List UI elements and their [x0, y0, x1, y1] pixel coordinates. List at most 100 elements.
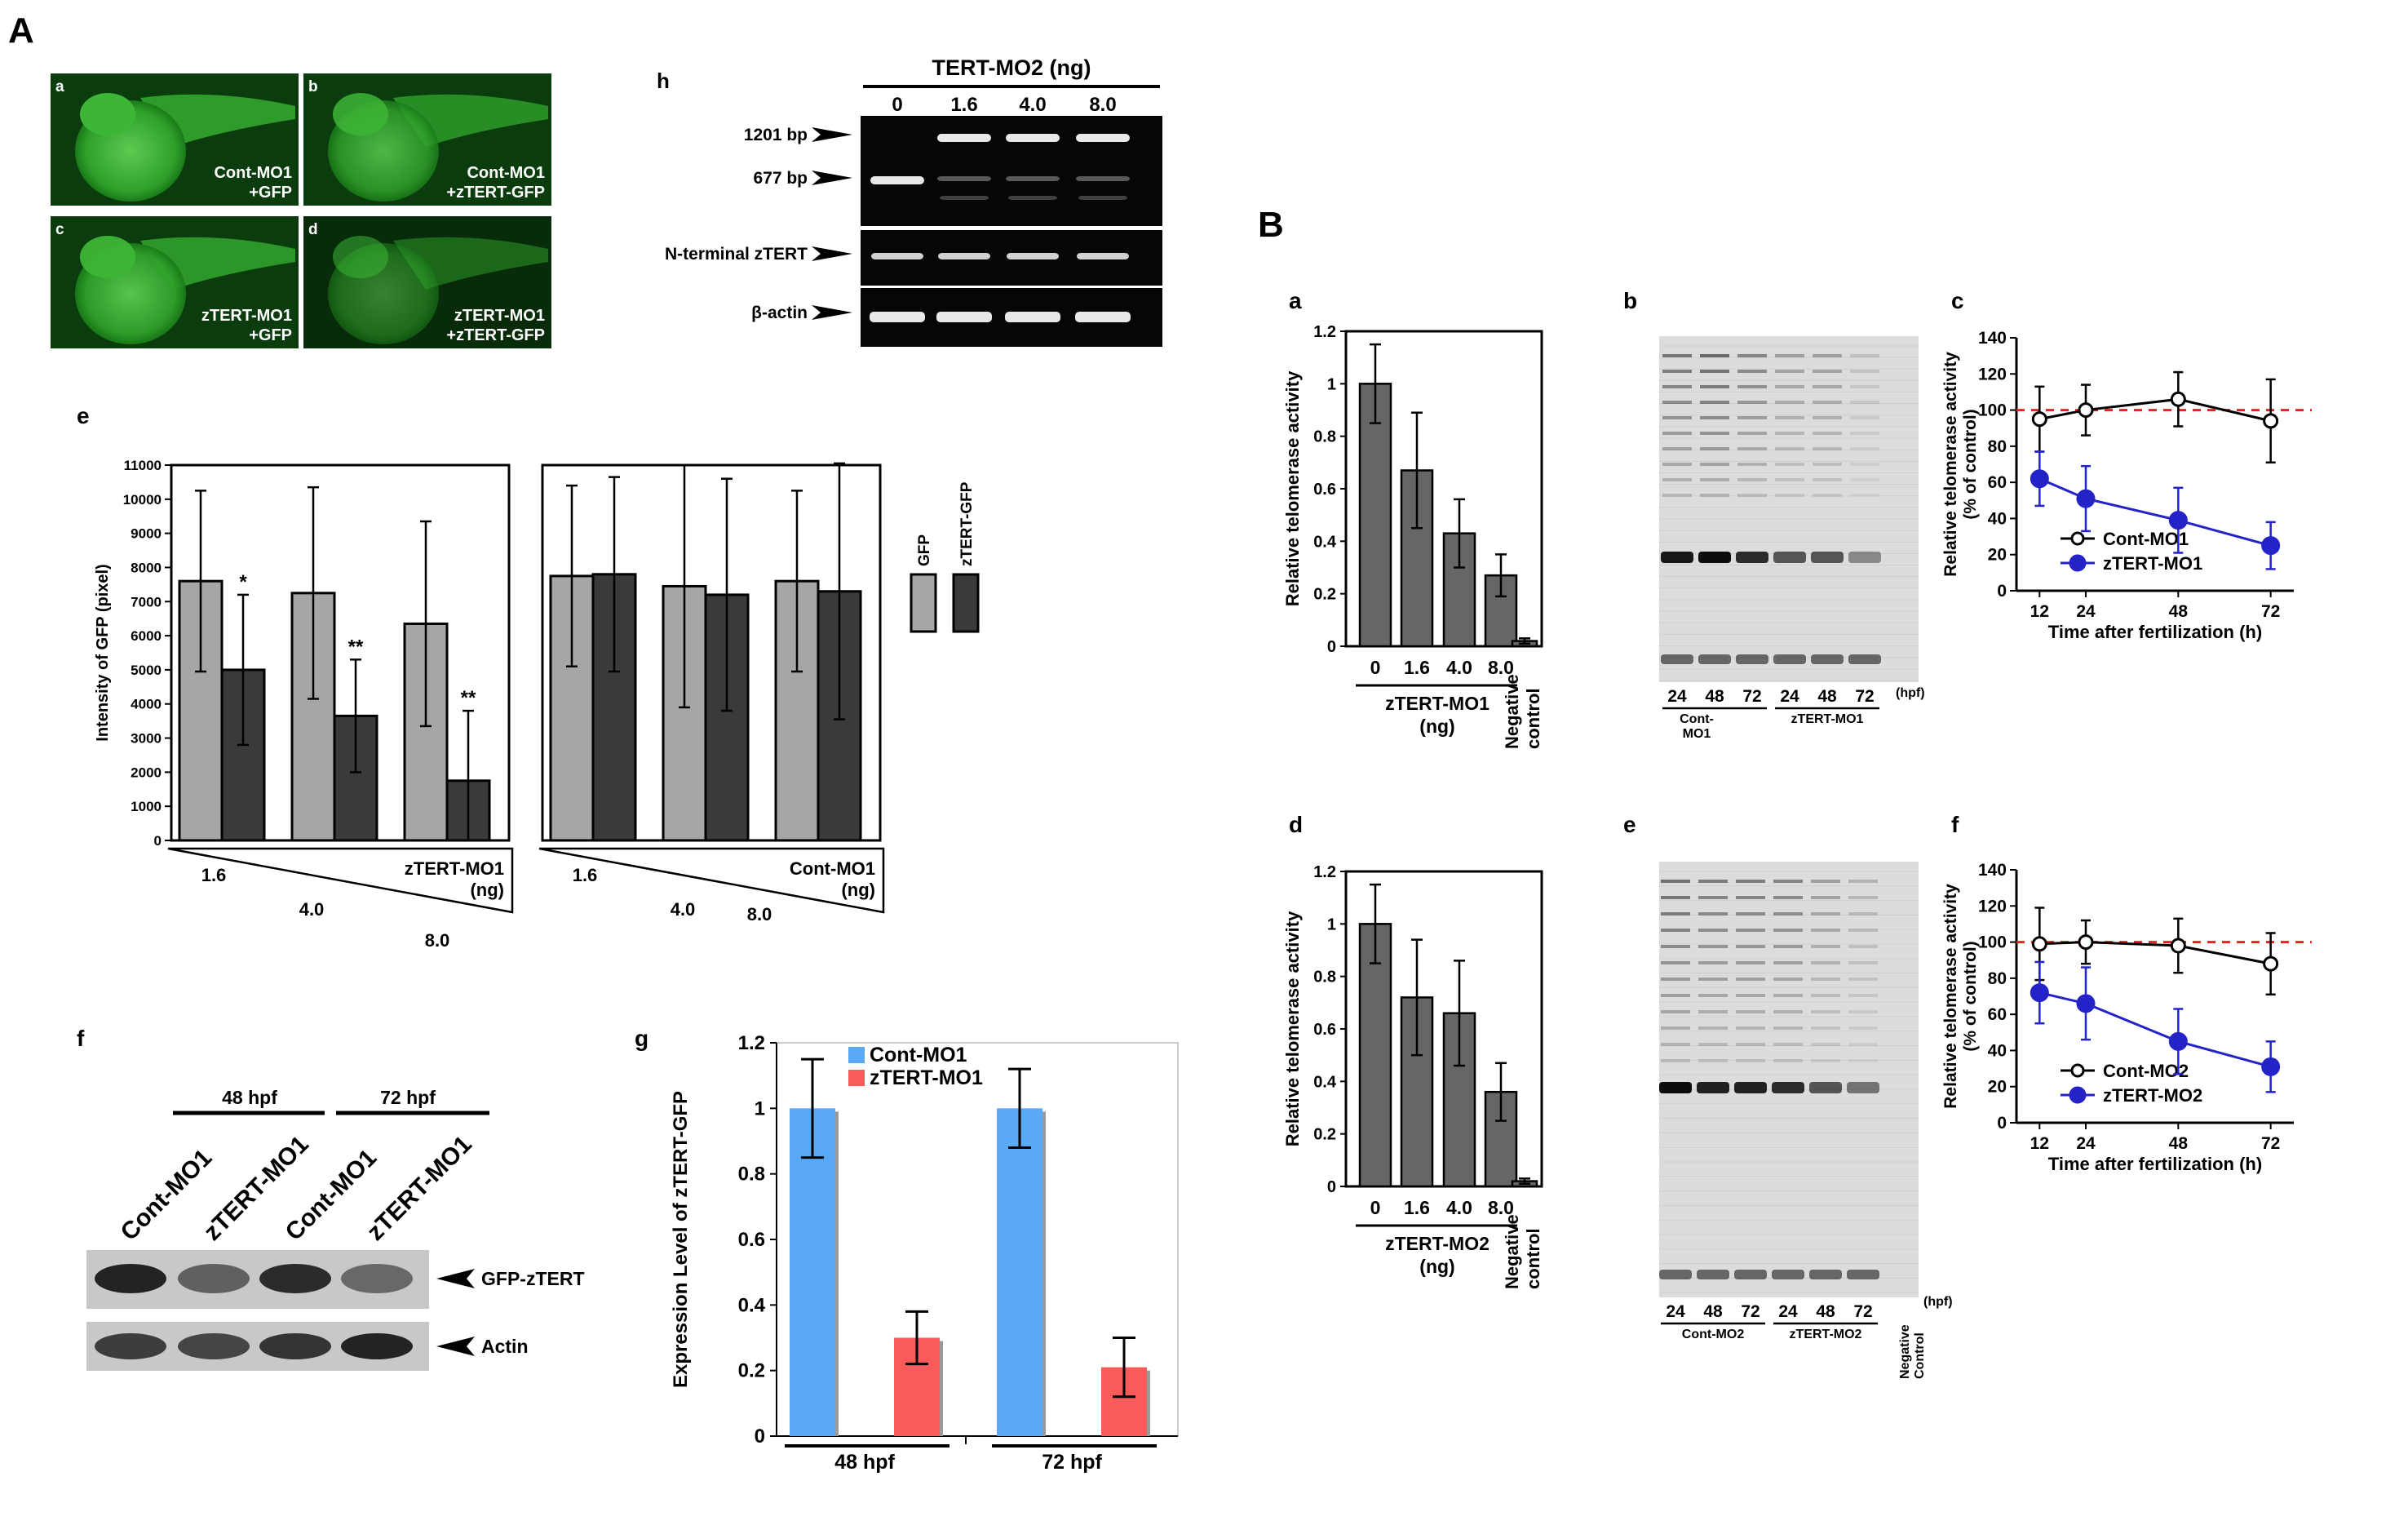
- ladder-band: [1850, 494, 1879, 497]
- ladder-band: [1700, 432, 1729, 435]
- ladder-band: [1775, 385, 1804, 388]
- arrowhead-icon: [812, 246, 852, 261]
- ladder-band: [1773, 1059, 1803, 1062]
- gel-negative-label: Negative: [1898, 1324, 1912, 1379]
- ladder-band: [1775, 494, 1804, 497]
- legend-marker: [2069, 1086, 2087, 1104]
- x-tick-label: 4.0: [1446, 657, 1472, 678]
- arrowhead-icon: [436, 1269, 475, 1288]
- gel-lane-label: 48: [1816, 1302, 1835, 1321]
- data-point: [2031, 411, 2047, 428]
- gel-band: [871, 253, 923, 259]
- ladder-band: [1698, 929, 1728, 932]
- y-tick-label: 1.2: [1313, 323, 1336, 341]
- ladder-band: [1736, 929, 1765, 932]
- x-tick-label: 24: [2076, 602, 2096, 621]
- micrograph-letter: b: [308, 78, 318, 95]
- ladder-band: [1736, 880, 1765, 883]
- data-point: [2031, 936, 2047, 952]
- x-tick-label: 8.0: [1488, 657, 1514, 678]
- ladder-band: [1850, 447, 1879, 450]
- y-tick-label: 0: [1997, 1114, 2007, 1133]
- gel-h-lane-label: 0: [892, 94, 902, 116]
- ladder-band: [1848, 961, 1878, 964]
- ladder-band: [1737, 447, 1767, 450]
- main-band: [1847, 1082, 1879, 1093]
- ladder-band: [1813, 385, 1842, 388]
- embryo-head: [333, 236, 388, 278]
- y-tick-label: 0.6: [738, 1229, 765, 1251]
- significance-mark: **: [461, 687, 476, 709]
- ladder-band: [1661, 896, 1690, 899]
- y-tick-label: 0.2: [738, 1360, 765, 1382]
- ladder-band: [1698, 945, 1728, 948]
- micrograph-label: zTERT-MO1: [454, 307, 545, 325]
- gel-lane-label: 48: [1705, 687, 1724, 706]
- gel-band: [1076, 176, 1130, 181]
- ladder-band: [1662, 385, 1692, 388]
- y-axis-label: (% of control): [1961, 409, 1980, 519]
- chart-Ag: 0 0.2 0.4 0.6 0.8 1 1.2 Expression Level of zTE…: [670, 1032, 1179, 1474]
- main-band: [1697, 1082, 1729, 1093]
- gel-h-title: TERT-MO2 (ng): [932, 55, 1091, 80]
- timepoint-label: 48 hpf: [222, 1087, 277, 1108]
- gel-band: [936, 312, 992, 322]
- micrograph-letter: a: [55, 78, 64, 95]
- ladder-band: [1698, 978, 1728, 981]
- ladder-band: [1813, 478, 1842, 481]
- legend-label: GFP: [916, 534, 933, 566]
- western-band: [341, 1264, 413, 1293]
- data-point: [2261, 1057, 2281, 1076]
- y-axis-label: Expression Level of zTERT-GFP: [670, 1091, 692, 1388]
- ladder-band: [1773, 1043, 1803, 1046]
- y-tick-label: 4000: [131, 697, 162, 712]
- gel-band: [1078, 196, 1127, 200]
- ladder-band: [1848, 1043, 1878, 1046]
- ladder-band: [1661, 1026, 1690, 1030]
- gel-lane-label: 72: [1741, 1302, 1760, 1321]
- x-tick-label: 72: [2261, 602, 2280, 621]
- ladder-band: [1850, 463, 1879, 466]
- chart-Ae-right: 1.6 4.0 8.0 Cont-MO1(ng) GFP zTERT-GFP: [538, 462, 980, 924]
- micrograph-label: Cont-MO1: [467, 164, 545, 182]
- y-tick-label: 0.4: [1313, 1073, 1337, 1091]
- ladder-band: [1737, 416, 1767, 419]
- ladder-band: [1698, 994, 1728, 997]
- ladder-band: [1773, 896, 1803, 899]
- y-axis-label: Relative telomerase activity: [1941, 352, 1960, 577]
- ladder-band: [1661, 1059, 1690, 1062]
- dose-label: 8.0: [747, 904, 772, 924]
- ladder-band: [1662, 463, 1692, 466]
- ladder-band: [1813, 370, 1842, 373]
- ladder-band: [1813, 494, 1842, 497]
- legend-label: zTERT-MO2: [2103, 1085, 2202, 1106]
- data-point: [2078, 402, 2094, 419]
- ladder-band: [1775, 416, 1804, 419]
- primer-band: [1811, 654, 1844, 664]
- y-tick-label: 0.2: [1313, 586, 1336, 604]
- x-axis-label: Time after fertilization (h): [2048, 1154, 2262, 1174]
- ladder-band: [1811, 978, 1840, 981]
- y-tick-label: 0: [1327, 1178, 1336, 1196]
- legend-label: zTERT-MO1: [870, 1066, 983, 1089]
- ladder-band: [1737, 354, 1767, 357]
- ladder-band: [1850, 370, 1879, 373]
- data-point: [2170, 938, 2186, 954]
- ladder-band: [1811, 880, 1840, 883]
- ladder-band: [1848, 1010, 1878, 1013]
- ladder-band: [1811, 912, 1840, 916]
- y-tick-label: 20: [1988, 1078, 2007, 1097]
- ladder-band: [1848, 978, 1878, 981]
- main-band: [1659, 1082, 1692, 1093]
- ladder-band: [1811, 929, 1840, 932]
- y-tick-label: 0.6: [1313, 1021, 1336, 1039]
- panel-letter-Bb: b: [1623, 288, 1637, 313]
- ladder-band: [1850, 385, 1879, 388]
- ladder-band: [1811, 1043, 1840, 1046]
- gel-lane-label: 48: [1703, 1302, 1723, 1321]
- ladder-band: [1811, 1059, 1840, 1062]
- y-tick-label: 140: [1978, 861, 2007, 880]
- micrograph-label: +zTERT-GFP: [446, 326, 545, 344]
- gel-group-label: zTERT-MO1: [1791, 712, 1864, 726]
- ladder-band: [1848, 1026, 1878, 1030]
